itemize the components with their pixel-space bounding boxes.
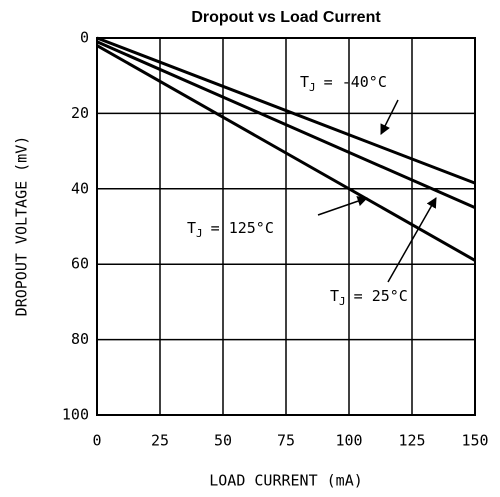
annotation-rest: = -40°C (324, 73, 387, 91)
y-tick-label: 60 (71, 255, 89, 273)
annotation-sub: J (309, 81, 316, 94)
y-axis-label: DROPOUT VOLTAGE (mV) (13, 136, 31, 317)
annotation-rest: = 25°C (354, 287, 408, 305)
y-tick-label: 80 (71, 330, 89, 348)
annotation-t: T (187, 219, 196, 237)
annotation: TJ = 25°C (330, 287, 408, 309)
y-tick-label: 40 (71, 179, 89, 197)
y-tick-label: 0 (80, 29, 89, 47)
annotation-sub: J (196, 227, 203, 240)
annotation-arrow (317, 196, 368, 216)
annotation-t: T (330, 287, 339, 305)
annotation-arrow (387, 197, 437, 283)
x-tick-label: 25 (151, 432, 169, 450)
data-line (96, 36, 476, 185)
annotation: TJ = -40°C (300, 73, 387, 95)
data-line (96, 44, 476, 262)
x-axis-label: LOAD CURRENT (mA) (209, 472, 363, 490)
annotation: TJ = 125°C (187, 219, 274, 241)
plot-frame (96, 37, 476, 416)
chart-title: Dropout vs Load Current (191, 9, 381, 26)
x-tick-label: 50 (214, 432, 232, 450)
annotation-sub: J (339, 295, 346, 308)
y-tick-label: 100 (62, 406, 89, 424)
data-line (96, 40, 476, 210)
y-tick-label: 20 (71, 104, 89, 122)
annotation-t: T (300, 73, 309, 91)
x-tick-label: 75 (277, 432, 295, 450)
x-tick-label: 0 (92, 432, 101, 450)
annotation-arrow (380, 99, 399, 135)
x-tick-label: 150 (461, 432, 488, 450)
annotation-rest: = 125°C (211, 219, 274, 237)
x-tick-label: 125 (398, 432, 425, 450)
x-tick-label: 100 (335, 432, 362, 450)
